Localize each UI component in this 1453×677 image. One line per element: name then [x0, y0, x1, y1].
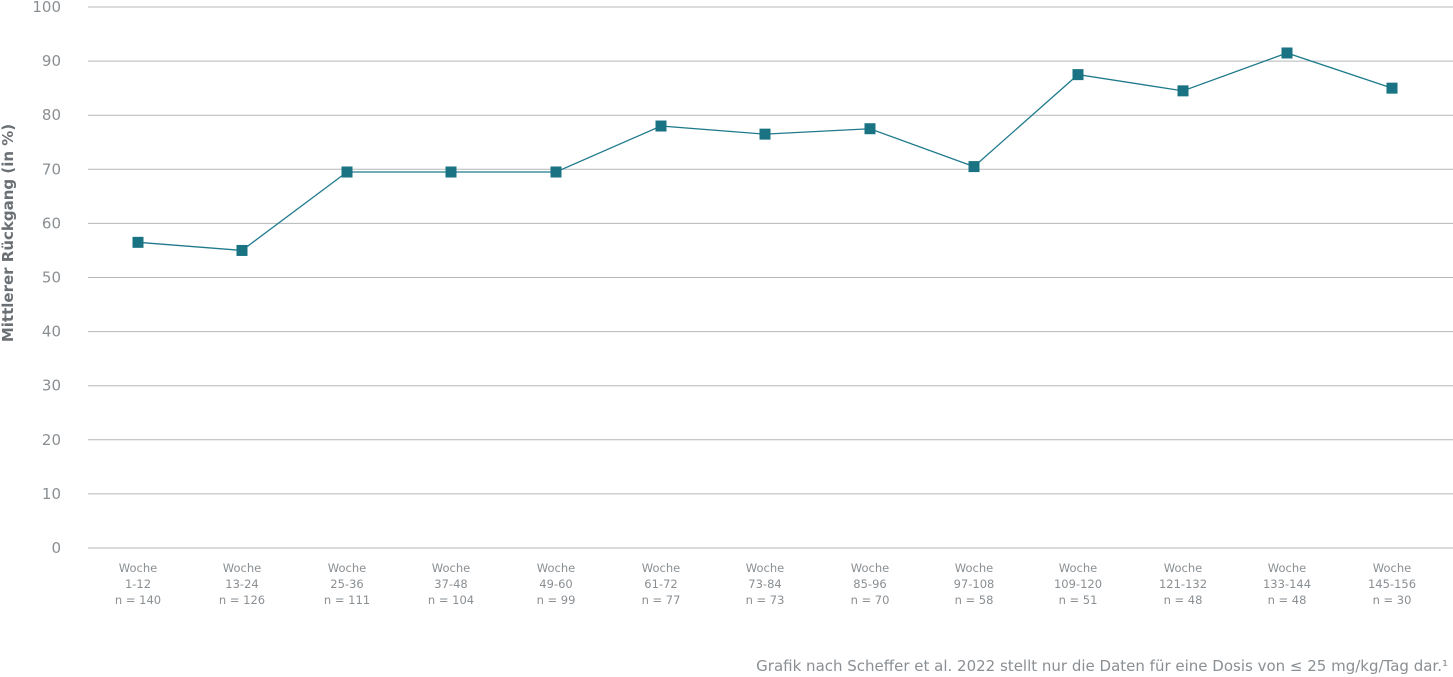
data-point [1072, 69, 1084, 81]
x-tick-label: Woche [1373, 561, 1411, 575]
x-tick-label: 85-96 [853, 577, 886, 591]
x-tick-label: Woche [119, 561, 157, 575]
data-point [1177, 85, 1189, 97]
x-tick-label: 73-84 [748, 577, 781, 591]
y-tick-label: 40 [42, 323, 61, 341]
x-tick-label: 145-156 [1368, 577, 1416, 591]
x-tick-label: Woche [1268, 561, 1306, 575]
y-tick-labels: 0 10 20 30 40 50 60 70 80 90 100 [32, 0, 61, 557]
x-tick-label: 121-132 [1159, 577, 1207, 591]
x-tick-label: 13-24 [225, 577, 258, 591]
x-tick-label: n = 99 [537, 593, 576, 607]
x-tick-label: n = 140 [115, 593, 161, 607]
y-tick-label: 30 [42, 377, 61, 395]
footnote: Grafik nach Scheffer et al. 2022 stellt … [756, 657, 1448, 675]
data-point [445, 166, 457, 178]
y-tick-label: 50 [42, 269, 61, 287]
y-axis-label: Mittlerer Rückgang (in %) [0, 124, 17, 342]
x-tick-label: n = 73 [746, 593, 785, 607]
x-tick-label: n = 51 [1059, 593, 1098, 607]
x-tick-label: Woche [432, 561, 470, 575]
x-tick-label: 25-36 [330, 577, 363, 591]
data-point [1281, 47, 1293, 59]
data-point [1386, 82, 1398, 94]
x-tick-label: Woche [851, 561, 889, 575]
x-tick-label: n = 48 [1268, 593, 1307, 607]
data-point [550, 166, 562, 178]
x-tick-label: 1-12 [125, 577, 151, 591]
series-line [137, 52, 1393, 252]
data-point [132, 236, 144, 248]
y-tick-label: 60 [42, 214, 61, 232]
x-tick-label: Woche [955, 561, 993, 575]
x-tick-label: Woche [1164, 561, 1202, 575]
y-tick-label: 0 [51, 539, 61, 557]
y-tick-label: 20 [42, 431, 61, 449]
x-tick-label: 109-120 [1054, 577, 1102, 591]
y-tick-label: 10 [42, 485, 61, 503]
x-tick-label: Woche [537, 561, 575, 575]
x-tick-label: n = 70 [851, 593, 890, 607]
data-point [864, 123, 876, 135]
data-point [341, 166, 353, 178]
x-tick-label: Woche [642, 561, 680, 575]
data-markers [132, 47, 1398, 256]
x-tick-label: Woche [746, 561, 784, 575]
x-tick-label: Woche [223, 561, 261, 575]
x-tick-label: n = 48 [1164, 593, 1203, 607]
x-tick-label: Woche [1059, 561, 1097, 575]
x-tick-label: n = 126 [219, 593, 265, 607]
x-tick-label: 61-72 [644, 577, 677, 591]
y-tick-label: 70 [42, 160, 61, 178]
x-tick-label: 49-60 [539, 577, 572, 591]
x-tick-label: n = 30 [1373, 593, 1412, 607]
gridlines [88, 6, 1453, 549]
x-tick-label: n = 77 [642, 593, 681, 607]
y-tick-label: 100 [32, 0, 61, 16]
x-tick-label: 37-48 [434, 577, 467, 591]
x-tick-label: n = 111 [324, 593, 370, 607]
x-tick-label: n = 104 [428, 593, 474, 607]
data-point [968, 161, 980, 173]
x-tick-label: n = 58 [955, 593, 994, 607]
x-tick-label: 97-108 [954, 577, 995, 591]
data-point [759, 128, 771, 140]
y-tick-label: 90 [42, 52, 61, 70]
x-tick-label: Woche [328, 561, 366, 575]
data-point [655, 120, 667, 132]
x-tick-label: 133-144 [1263, 577, 1311, 591]
data-point [236, 244, 248, 256]
y-tick-label: 80 [42, 106, 61, 124]
x-tick-labels: Woche 1-12 n = 140 Woche 13-24 n = 126 Woche 25… [115, 561, 1416, 607]
